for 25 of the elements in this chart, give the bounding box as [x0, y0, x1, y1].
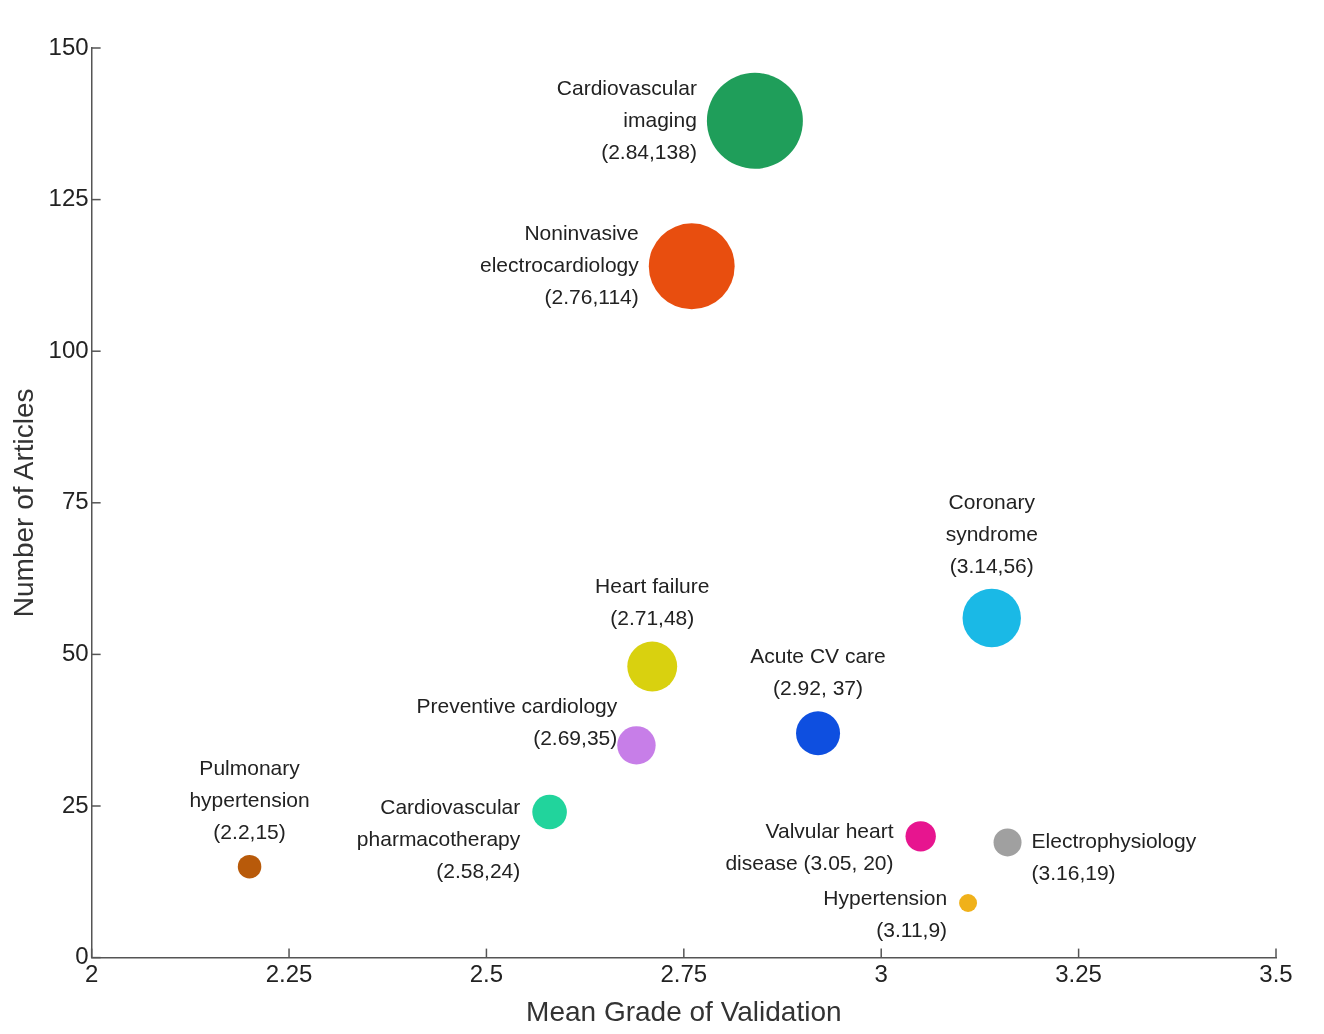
annotation: Coronary syndrome (3.14,56)	[945, 489, 1038, 577]
x-tick-label: 2.5	[469, 959, 504, 987]
annotation: Noninvasive electrocardiology (2.76,114)	[480, 221, 640, 309]
annotation: Electrophysiology (3.16,19)	[1031, 829, 1197, 885]
annotation: Valvular heart disease (3.05, 20)	[725, 819, 894, 875]
annotation: Pulmonary hypertension (2.2,15)	[189, 755, 310, 843]
annotation: Cardiovascular imaging (2.84,138)	[556, 75, 697, 163]
y-axis-title: Number of Articles	[7, 388, 39, 618]
annotation: Acute CV care (2.92, 37)	[750, 644, 886, 700]
y-tick-label: 25	[61, 790, 89, 818]
y-tick-label: 75	[61, 487, 89, 515]
annotation: Hypertension (3.11,9)	[823, 885, 948, 941]
x-tick-label: 3.25	[1055, 959, 1102, 987]
annotation: Preventive cardiology (2.69,35)	[416, 694, 618, 750]
x-axis-title: Mean Grade of Validation	[526, 995, 842, 1027]
x-tick-label: 3	[874, 959, 888, 987]
x-tick-label: 2.25	[265, 959, 313, 987]
y-tick-label: 100	[48, 335, 89, 363]
y-tick-label: 50	[61, 639, 89, 667]
x-tick-label: 2.75	[660, 959, 708, 987]
y-tick-label: 150	[48, 32, 89, 60]
annotation: Heart failure (2.71,48)	[595, 574, 710, 630]
y-tick-label: 125	[48, 184, 89, 212]
x-tick-label: 3.5	[1259, 959, 1293, 987]
annotation: Cardiovascular pharmacotherapy (2.58,24)	[356, 794, 521, 882]
